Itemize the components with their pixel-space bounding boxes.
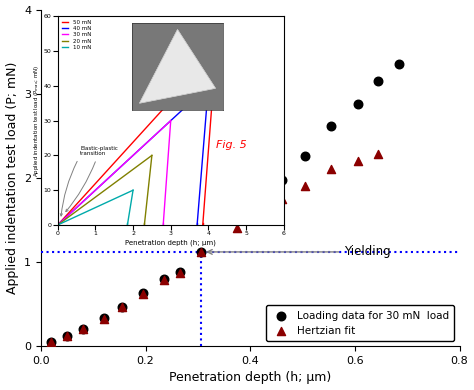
- Hertzian fit: [278, 196, 285, 202]
- Loading data for 30 mN  load: [278, 176, 285, 183]
- Loading data for 30 mN  load: [160, 276, 168, 282]
- Loading data for 30 mN  load: [396, 61, 403, 67]
- Hertzian fit: [139, 291, 147, 297]
- Hertzian fit: [47, 339, 55, 345]
- Loading data for 30 mN  load: [301, 153, 309, 159]
- Hertzian fit: [301, 183, 309, 190]
- Hertzian fit: [118, 303, 126, 310]
- Loading data for 30 mN  load: [139, 290, 147, 296]
- Loading data for 30 mN  load: [233, 217, 241, 223]
- Loading data for 30 mN  load: [255, 196, 262, 202]
- Hertzian fit: [100, 316, 108, 323]
- Hertzian fit: [160, 277, 168, 283]
- Hertzian fit: [64, 333, 71, 339]
- Loading data for 30 mN  load: [176, 269, 183, 275]
- Loading data for 30 mN  load: [118, 303, 126, 310]
- X-axis label: Penetration depth (h; μm): Penetration depth (h; μm): [169, 371, 331, 385]
- Loading data for 30 mN  load: [328, 122, 335, 129]
- Legend: Loading data for 30 mN  load, Hertzian fit: Loading data for 30 mN load, Hertzian fi…: [266, 305, 455, 341]
- Hertzian fit: [374, 151, 382, 158]
- Hertzian fit: [197, 249, 204, 255]
- Hertzian fit: [328, 166, 335, 172]
- Hertzian fit: [79, 326, 87, 332]
- Hertzian fit: [176, 270, 183, 276]
- Y-axis label: Applied indentation test load (P; mN): Applied indentation test load (P; mN): [6, 62, 18, 294]
- Hertzian fit: [233, 225, 241, 232]
- Loading data for 30 mN  load: [79, 326, 87, 332]
- Loading data for 30 mN  load: [64, 333, 71, 339]
- Text: Yielding: Yielding: [208, 245, 391, 259]
- Loading data for 30 mN  load: [354, 101, 361, 107]
- Hertzian fit: [354, 158, 361, 164]
- Loading data for 30 mN  load: [100, 315, 108, 321]
- Hertzian fit: [255, 213, 262, 219]
- Loading data for 30 mN  load: [47, 339, 55, 345]
- Loading data for 30 mN  load: [374, 78, 382, 84]
- Loading data for 30 mN  load: [197, 249, 204, 255]
